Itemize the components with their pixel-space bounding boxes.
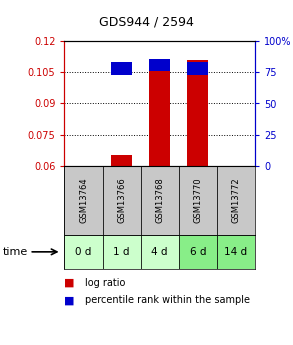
Bar <box>64 166 103 235</box>
Bar <box>179 235 217 269</box>
Text: log ratio: log ratio <box>85 278 125 288</box>
Text: GDS944 / 2594: GDS944 / 2594 <box>99 16 194 29</box>
Text: 0 d: 0 d <box>75 247 92 257</box>
Bar <box>149 59 170 71</box>
Bar <box>103 166 141 235</box>
Text: 1 d: 1 d <box>113 247 130 257</box>
Text: 14 d: 14 d <box>224 247 247 257</box>
Text: ■: ■ <box>64 278 75 288</box>
Text: GSM13766: GSM13766 <box>117 177 126 223</box>
Bar <box>217 166 255 235</box>
Text: time: time <box>3 247 28 257</box>
Text: GSM13770: GSM13770 <box>193 177 202 223</box>
Text: GSM13764: GSM13764 <box>79 177 88 223</box>
Bar <box>111 155 132 166</box>
Bar <box>149 64 170 166</box>
Text: 6 d: 6 d <box>190 247 206 257</box>
Bar <box>179 166 217 235</box>
Text: GSM13772: GSM13772 <box>231 177 240 223</box>
Text: percentile rank within the sample: percentile rank within the sample <box>85 295 250 305</box>
Text: ■: ■ <box>64 295 75 305</box>
Bar <box>187 60 208 166</box>
Bar <box>103 235 141 269</box>
Text: 4 d: 4 d <box>151 247 168 257</box>
Bar <box>111 62 132 75</box>
Bar <box>141 235 179 269</box>
Bar <box>187 62 208 75</box>
Bar <box>141 166 179 235</box>
Bar <box>64 235 103 269</box>
Text: GSM13768: GSM13768 <box>155 177 164 223</box>
Bar <box>217 235 255 269</box>
